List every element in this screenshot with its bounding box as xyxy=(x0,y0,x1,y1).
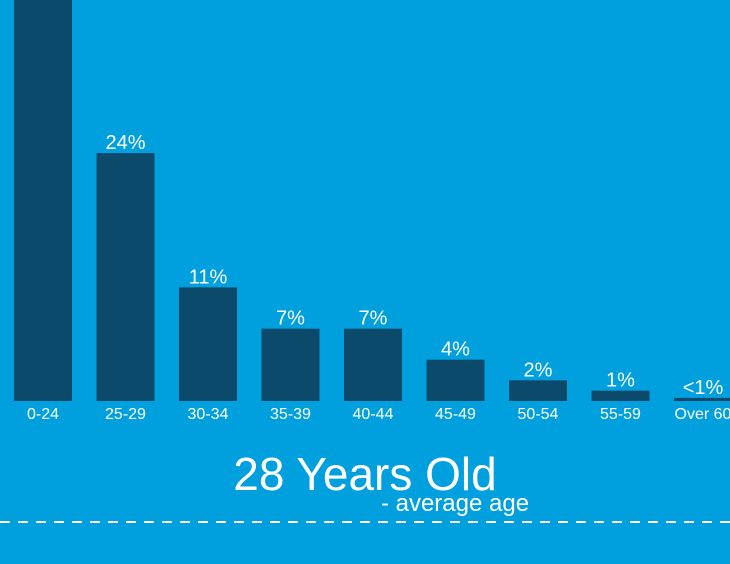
bar xyxy=(509,380,567,401)
x-tick-label: 0-24 xyxy=(27,406,59,423)
value-label: 24% xyxy=(105,132,145,154)
bar xyxy=(426,359,485,401)
bar xyxy=(674,397,730,401)
x-tick-label: 45-49 xyxy=(435,406,476,423)
subtitle: - average age xyxy=(381,490,529,517)
value-label: 7% xyxy=(276,308,305,330)
value-label: 11% xyxy=(189,266,228,288)
bar xyxy=(261,328,320,401)
value-label: 1% xyxy=(606,370,635,392)
x-tick-label: 35-39 xyxy=(270,406,311,423)
bar xyxy=(179,287,237,401)
value-label: 7% xyxy=(359,308,388,330)
value-label: 4% xyxy=(441,339,470,361)
bar xyxy=(344,328,402,401)
bar xyxy=(14,0,72,401)
x-tick-label: 40-44 xyxy=(353,406,394,423)
bar xyxy=(591,390,650,401)
bar xyxy=(96,153,155,401)
x-tick-label: 25-29 xyxy=(105,406,146,423)
x-tick-label: 50-54 xyxy=(518,406,559,423)
value-label: <1% xyxy=(683,377,724,399)
x-tick-label: 30-34 xyxy=(188,406,229,423)
headline: 28 Years Old xyxy=(233,448,496,500)
value-label: 2% xyxy=(524,359,553,381)
x-tick-label: Over 60 xyxy=(675,406,730,423)
x-tick-label: 55-59 xyxy=(600,406,641,423)
